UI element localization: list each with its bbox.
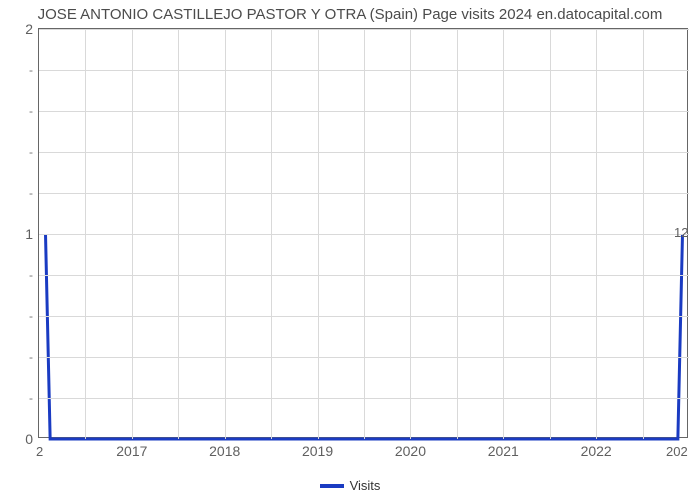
- x-tick-label: 2017: [116, 443, 147, 459]
- grid-horizontal: [39, 316, 689, 317]
- grid-horizontal: [39, 357, 689, 358]
- y-minor-tick: -: [29, 63, 33, 77]
- legend-label: Visits: [350, 478, 381, 493]
- grid-horizontal: [39, 111, 689, 112]
- x-tick-label: 2022: [581, 443, 612, 459]
- y-tick-label: 2: [25, 21, 33, 37]
- y-minor-tick: -: [29, 145, 33, 159]
- grid-horizontal: [39, 398, 689, 399]
- x-tick-label: 2021: [488, 443, 519, 459]
- x-tick-label: 2020: [395, 443, 426, 459]
- y-minor-tick: -: [29, 268, 33, 282]
- grid-horizontal: [39, 275, 689, 276]
- grid-horizontal: [39, 70, 689, 71]
- grid-horizontal: [39, 234, 689, 235]
- y-minor-tick: -: [29, 186, 33, 200]
- grid-horizontal: [39, 29, 689, 30]
- y-minor-tick: -: [29, 391, 33, 405]
- outer-label-left: 2: [36, 444, 43, 459]
- grid-horizontal: [39, 152, 689, 153]
- plot-area: 012--------201720182019202020212022: [38, 28, 688, 438]
- legend-swatch: [320, 484, 344, 488]
- y-tick-label: 0: [25, 431, 33, 447]
- outer-label-right-mid: 12: [674, 225, 688, 240]
- y-tick-label: 1: [25, 226, 33, 242]
- outer-label-right-top: 202: [666, 444, 688, 459]
- y-minor-tick: -: [29, 350, 33, 364]
- grid-horizontal: [39, 193, 689, 194]
- x-tick-label: 2019: [302, 443, 333, 459]
- legend: Visits: [0, 478, 700, 493]
- y-minor-tick: -: [29, 309, 33, 323]
- chart-title: JOSE ANTONIO CASTILLEJO PASTOR Y OTRA (S…: [0, 6, 700, 23]
- y-minor-tick: -: [29, 104, 33, 118]
- x-tick-label: 2018: [209, 443, 240, 459]
